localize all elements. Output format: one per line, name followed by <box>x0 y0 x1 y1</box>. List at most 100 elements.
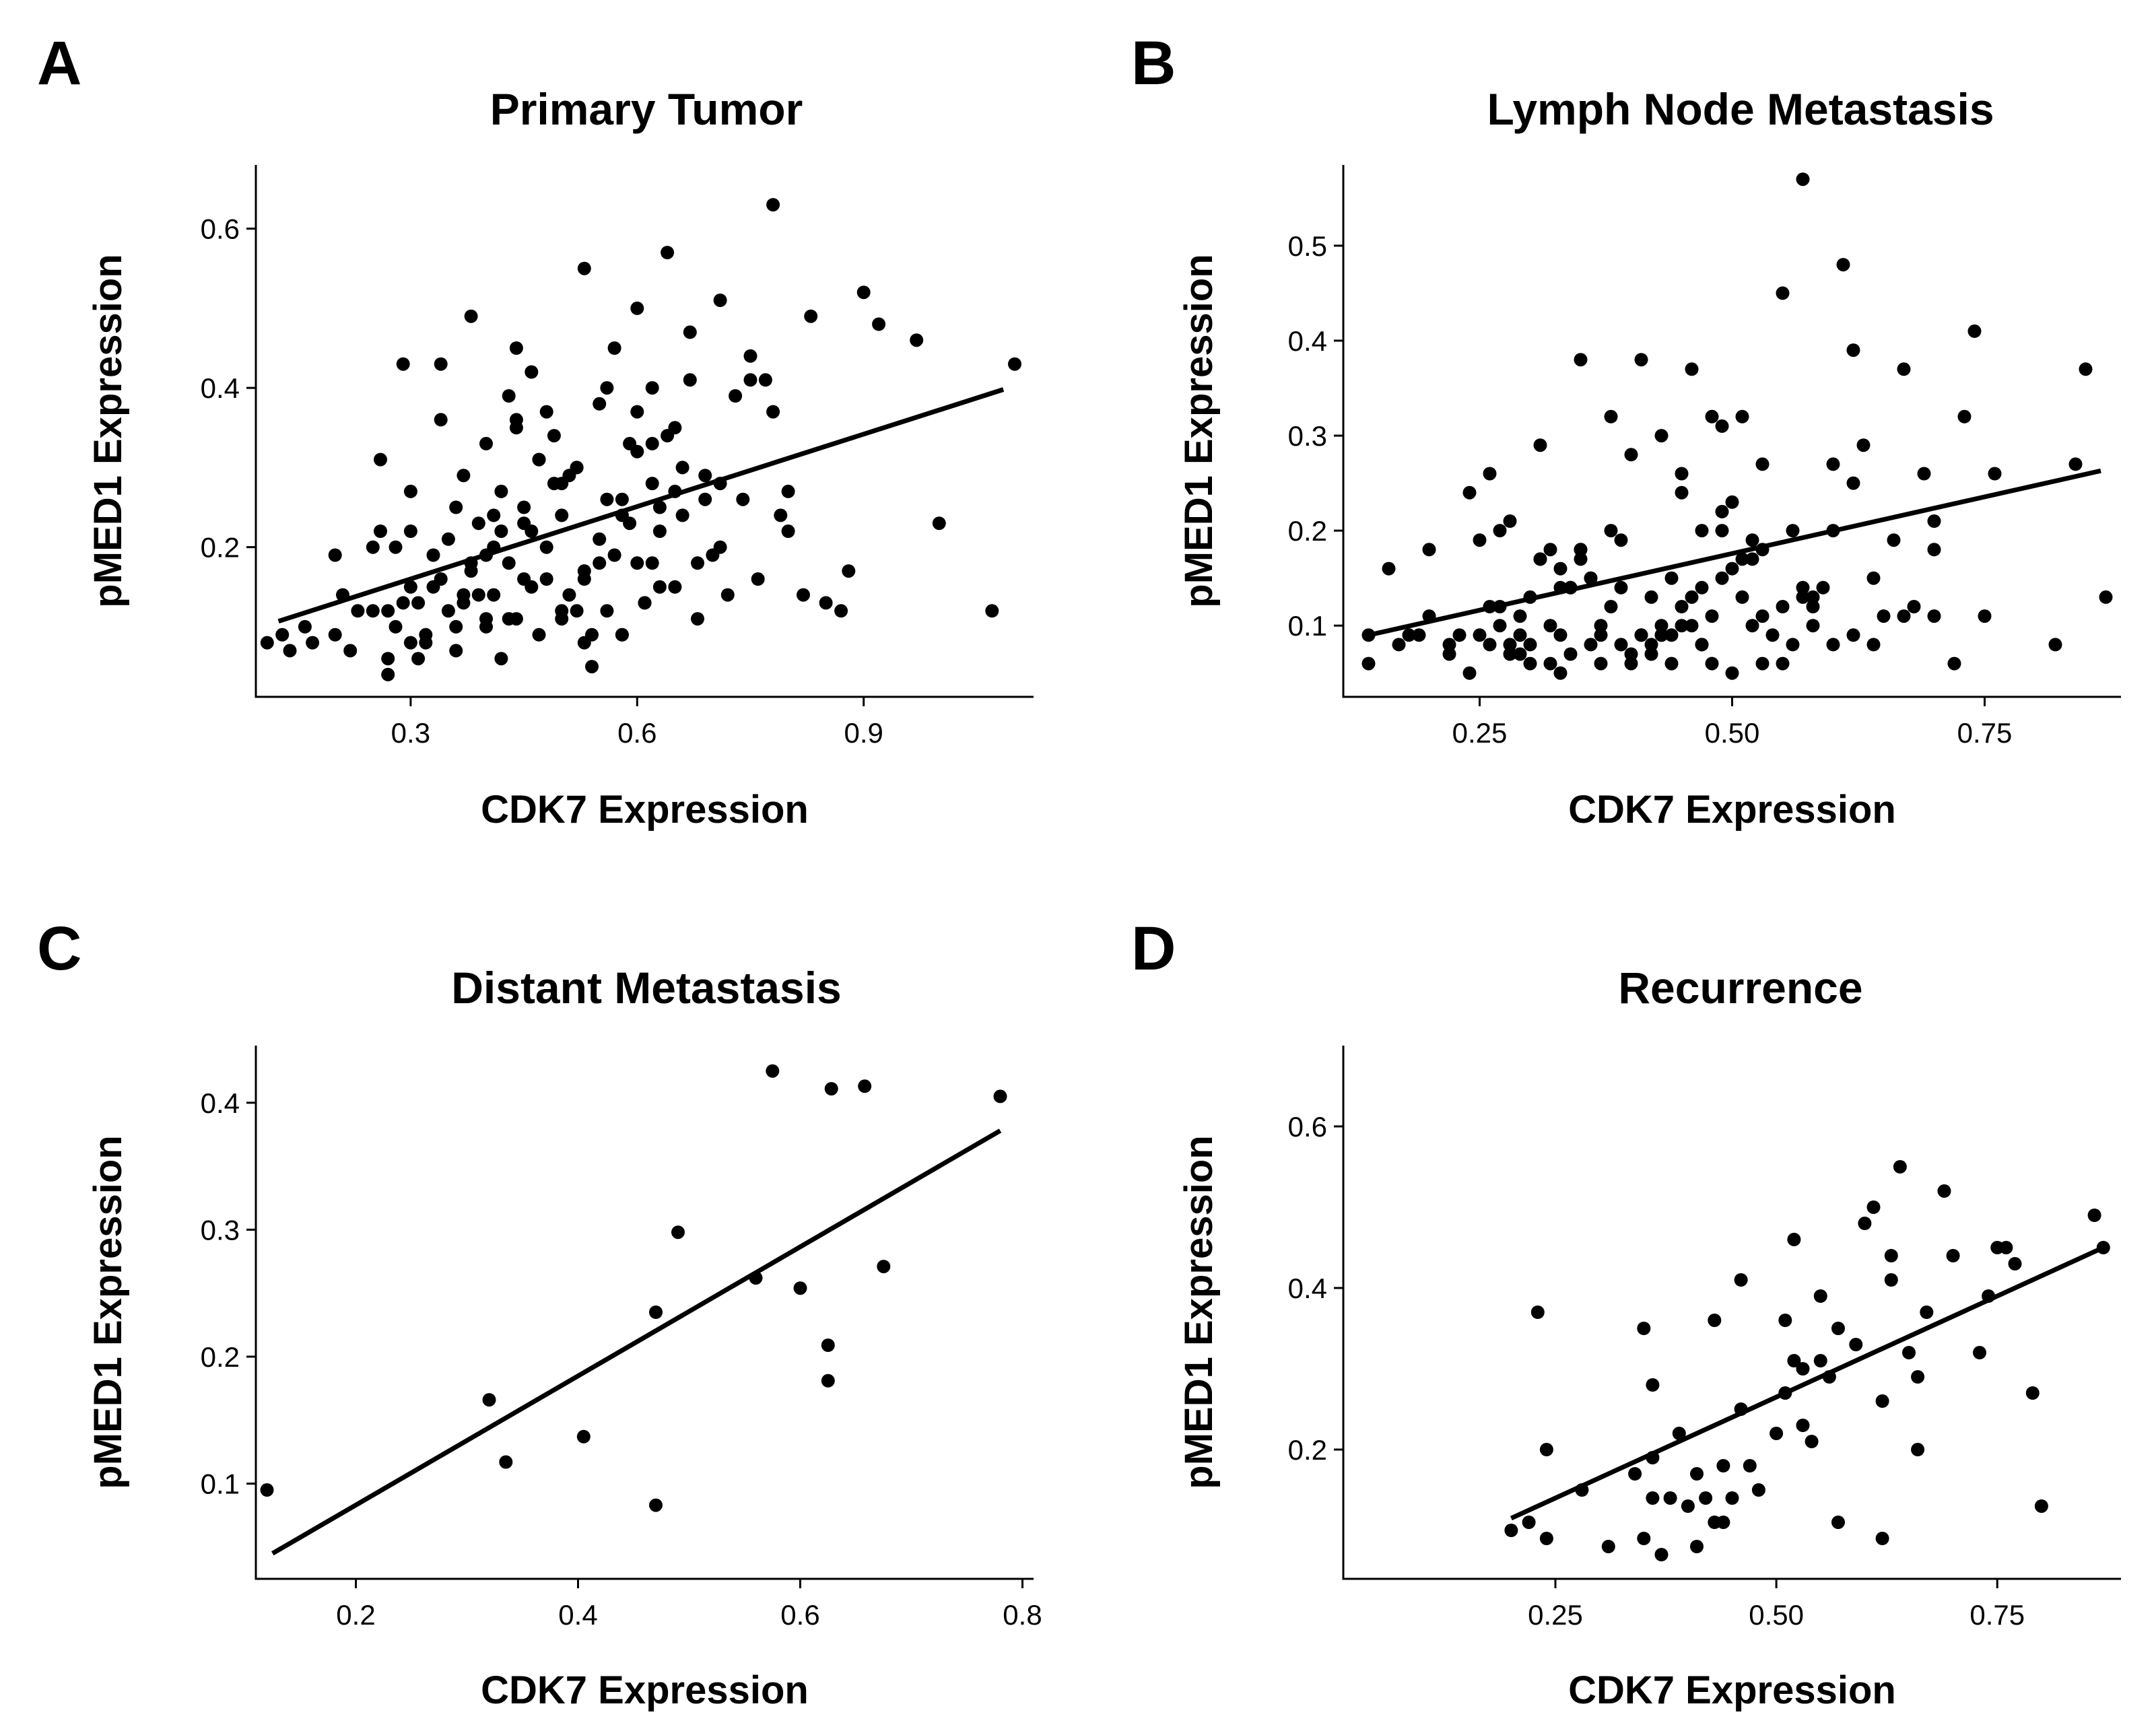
data-point <box>797 588 810 602</box>
data-point <box>525 524 539 538</box>
data-point <box>1634 628 1648 642</box>
data-point <box>555 612 569 626</box>
data-point <box>396 357 410 371</box>
data-point <box>1637 1532 1651 1545</box>
data-point <box>1646 1378 1660 1392</box>
data-point <box>547 477 561 491</box>
data-point <box>600 492 614 506</box>
data-point <box>2025 1386 2040 1400</box>
chart-title: Recurrence <box>1618 963 1862 1013</box>
data-point <box>1787 1233 1801 1246</box>
panel-letter-c: C <box>37 914 81 983</box>
data-point <box>1893 1160 1907 1174</box>
y-tick-label: 0.1 <box>201 1468 240 1500</box>
data-point <box>1806 600 1820 613</box>
data-point <box>1765 628 1780 642</box>
data-point <box>576 1429 591 1444</box>
data-point <box>1685 619 1699 633</box>
x-tick-label: 0.6 <box>780 1599 819 1631</box>
x-tick-label: 0.8 <box>1003 1599 1042 1631</box>
data-point <box>1584 638 1598 652</box>
data-point <box>1716 1516 1730 1529</box>
y-tick-label: 0.4 <box>1288 325 1327 357</box>
data-point <box>426 548 440 562</box>
data-point <box>517 572 531 586</box>
data-point <box>1543 543 1557 557</box>
data-point <box>1672 1427 1686 1440</box>
data-point <box>494 484 508 498</box>
data-point <box>1504 1524 1518 1537</box>
data-point <box>1654 1548 1669 1561</box>
data-point <box>652 580 667 594</box>
data-point <box>683 325 697 339</box>
data-point <box>872 317 886 331</box>
data-point <box>1539 1443 1553 1456</box>
data-point <box>2048 638 2062 652</box>
data-point <box>1614 638 1628 652</box>
data-point <box>457 469 471 483</box>
data-point <box>1875 1532 1889 1545</box>
data-point <box>1937 1184 1951 1198</box>
y-axis-label: pMED1 Expression <box>86 254 130 607</box>
data-point <box>645 381 659 395</box>
data-point <box>1745 619 1759 633</box>
data-point <box>1715 524 1729 538</box>
data-point <box>1563 647 1578 661</box>
data-point <box>343 644 358 658</box>
data-point <box>449 644 463 658</box>
data-point <box>1866 571 1881 585</box>
axis-lines <box>255 165 1034 698</box>
data-point <box>1685 362 1699 376</box>
data-point <box>593 397 607 411</box>
data-point <box>1826 638 1840 652</box>
data-point <box>2034 1499 2048 1513</box>
y-axis-label: pMED1 Expression <box>1177 1135 1221 1489</box>
data-point <box>1695 580 1709 595</box>
data-point <box>1947 656 1961 671</box>
data-point <box>471 588 485 602</box>
data-point <box>1644 590 1658 604</box>
data-point <box>1836 258 1850 272</box>
data-point <box>615 492 629 506</box>
data-point <box>509 413 523 427</box>
data-point <box>396 596 410 610</box>
x-tick-label: 0.75 <box>1957 717 2013 749</box>
data-point <box>1675 485 1689 500</box>
data-point <box>1601 1540 1615 1553</box>
scatter-points <box>1361 172 2113 680</box>
data-point <box>932 516 946 531</box>
data-point <box>698 492 712 506</box>
data-point <box>1887 533 1901 547</box>
data-point <box>570 604 584 618</box>
data-point <box>1776 600 1790 613</box>
data-point <box>562 469 576 483</box>
data-point <box>1786 638 1800 652</box>
data-point <box>1663 1491 1677 1505</box>
chart-title: Lymph Node Metastasis <box>1487 84 1994 134</box>
data-point <box>1856 438 1871 452</box>
data-point <box>1624 448 1638 462</box>
panel-a: A Primary Tumor 0.3 0.6 0.9 0.2 0.4 0.6 CDK7 Exp… <box>37 29 1034 831</box>
data-point <box>1911 1443 1925 1456</box>
data-point <box>743 349 757 363</box>
data-point <box>1594 619 1608 633</box>
regression-line <box>1368 468 2101 638</box>
data-point <box>1624 647 1638 661</box>
data-point <box>1735 552 1749 566</box>
data-point <box>328 627 342 642</box>
data-point <box>1796 590 1810 604</box>
data-point <box>562 588 576 602</box>
data-point <box>630 301 644 315</box>
data-point <box>1422 543 1436 557</box>
data-point <box>804 309 818 323</box>
data-point <box>1786 524 1800 538</box>
data-point <box>819 596 833 610</box>
data-point <box>532 452 546 467</box>
panel-letter-b: B <box>1131 29 1176 98</box>
data-point <box>1831 1322 1845 1335</box>
data-point <box>487 508 501 522</box>
data-point <box>2079 362 2093 376</box>
data-point <box>691 556 704 570</box>
data-point <box>661 429 675 443</box>
data-point <box>638 596 652 610</box>
